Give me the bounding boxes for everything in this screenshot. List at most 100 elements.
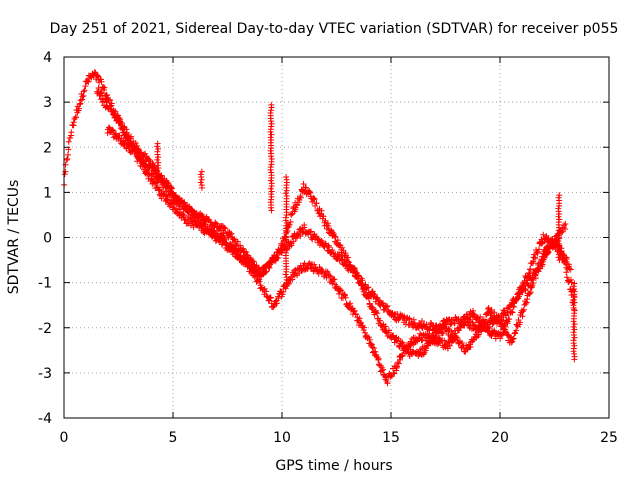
data-point [127, 133, 134, 140]
data-point [268, 180, 275, 187]
data-point [243, 249, 250, 256]
data-point [520, 308, 527, 315]
data-point [526, 290, 533, 297]
data-point [570, 302, 577, 309]
data-point [566, 265, 573, 272]
data-point [522, 286, 529, 293]
data-point [534, 250, 541, 257]
data-point [532, 254, 539, 261]
data-point [170, 190, 177, 197]
data-point [248, 260, 255, 267]
data-point [290, 238, 297, 245]
x-tick-label: 15 [382, 430, 400, 446]
data-point [571, 288, 578, 295]
data-point [522, 300, 529, 307]
data-point [160, 178, 167, 185]
y-tick-label: 2 [43, 140, 52, 156]
data-point [571, 307, 578, 314]
data-point [318, 237, 325, 244]
data-point [556, 229, 563, 236]
data-point [283, 176, 290, 183]
data-point [225, 234, 232, 241]
data-point [310, 195, 317, 202]
data-point [268, 131, 275, 138]
data-point [484, 324, 491, 331]
data-point [331, 276, 338, 283]
data-point [535, 246, 542, 253]
data-point [447, 321, 454, 328]
data-point [283, 222, 290, 229]
data-point [556, 248, 563, 255]
data-point [375, 355, 382, 362]
data-point [325, 222, 332, 229]
data-point [561, 222, 568, 229]
data-point [223, 241, 230, 248]
data-point [311, 196, 318, 203]
data-point [431, 327, 438, 334]
data-point [370, 344, 377, 351]
data-point [171, 193, 178, 200]
data-point [79, 93, 86, 100]
data-point [391, 370, 398, 377]
data-point [570, 329, 577, 336]
data-point [154, 156, 161, 163]
data-point [255, 277, 262, 284]
data-point [512, 330, 519, 337]
data-point [410, 316, 417, 323]
data-point [212, 220, 219, 227]
data-point [178, 198, 185, 205]
data-point [164, 196, 171, 203]
data-point [117, 116, 124, 123]
data-point [275, 295, 282, 302]
data-point [563, 274, 570, 281]
data-point [65, 146, 72, 153]
data-point [555, 205, 562, 212]
data-point [155, 165, 162, 172]
data-point [155, 154, 162, 161]
data-point [188, 206, 195, 213]
data-point [438, 324, 445, 331]
data-point [445, 325, 452, 332]
data-point [497, 335, 504, 342]
data-point [368, 341, 375, 348]
data-point [366, 336, 373, 343]
data-point [502, 328, 509, 335]
data-point [297, 194, 304, 201]
data-point [555, 194, 562, 201]
data-point [283, 239, 290, 246]
data-point [296, 226, 303, 233]
data-point [70, 119, 77, 126]
data-point [63, 157, 70, 164]
x-tick-label: 25 [600, 430, 618, 446]
data-point [138, 153, 145, 160]
data-point [326, 244, 333, 251]
data-point [324, 268, 331, 275]
data-point [313, 233, 320, 240]
data-point [301, 224, 308, 231]
data-point [268, 120, 275, 127]
data-point [311, 261, 318, 268]
data-point [395, 360, 402, 367]
data-point [355, 273, 362, 280]
data-point [331, 232, 338, 239]
data-point [282, 214, 289, 221]
data-point [259, 268, 266, 275]
data-point [273, 300, 280, 307]
data-point [571, 280, 578, 287]
data-point [267, 109, 274, 116]
data-point [393, 363, 400, 370]
data-point [347, 300, 354, 307]
data-point [300, 180, 307, 187]
data-points [61, 69, 578, 387]
data-point [103, 91, 110, 98]
y-tick-label: -2 [38, 321, 52, 337]
data-point [109, 126, 116, 133]
data-point [76, 101, 83, 108]
data-point [176, 203, 183, 210]
data-point [571, 334, 578, 341]
data-point [122, 137, 129, 144]
data-point [283, 192, 290, 199]
data-point [499, 331, 506, 338]
data-point [538, 259, 545, 266]
data-point [517, 319, 524, 326]
